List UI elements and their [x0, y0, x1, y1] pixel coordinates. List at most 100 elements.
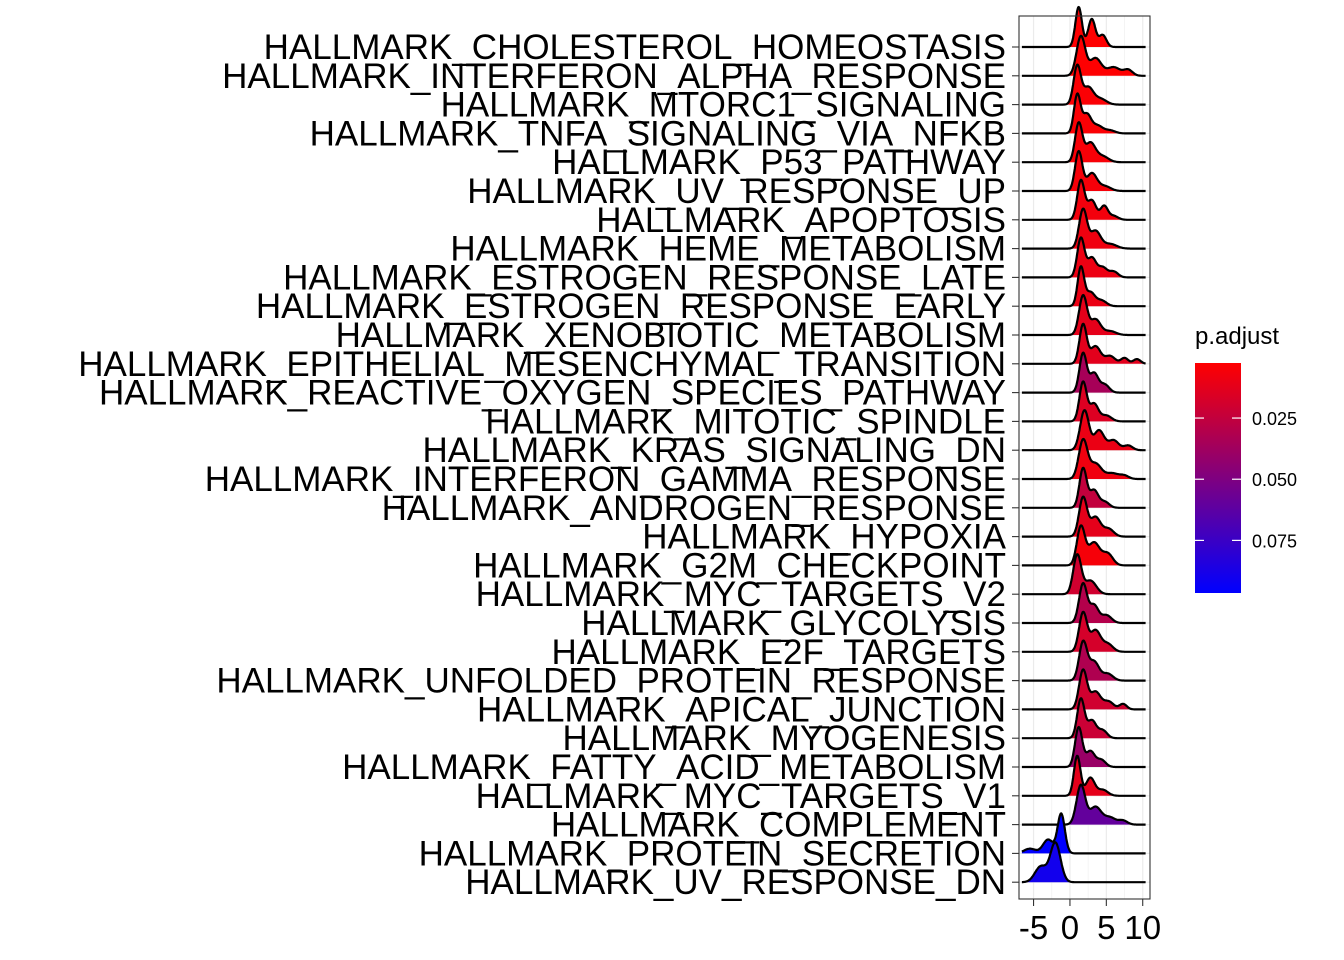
- y-tick-label: HALLMARK_APICAL_JUNCTION: [477, 690, 1006, 729]
- ridge-outline: [1021, 178, 1147, 221]
- ridge-fill: [1021, 381, 1146, 422]
- ridge-outline: [1021, 783, 1147, 826]
- y-tick-label: HALLMARK_INTERFERON_GAMMA_RESPONSE: [205, 460, 1006, 499]
- ridge-fill: [1021, 583, 1146, 623]
- ridge-fill: [1021, 295, 1146, 335]
- ridges: [1021, 5, 1147, 884]
- x-axis: -5 0 5 10: [1019, 899, 1161, 946]
- ridge-fill: [1021, 698, 1146, 739]
- ridge-outline: [1021, 322, 1147, 365]
- ridge-fill: [1021, 410, 1146, 451]
- y-tick-label: HALLMARK_MYC_TARGETS_V2: [476, 575, 1006, 614]
- ridge-hallmark-kras-signaling-dn: [1021, 409, 1147, 452]
- y-tick-label: HALLMARK_GLYCOLYSIS: [581, 604, 1006, 643]
- ridge-outline: [1021, 207, 1147, 250]
- y-tick-label: HALLMARK_ANDROGEN_RESPONSE: [382, 489, 1006, 528]
- ridge-outline: [1021, 34, 1147, 77]
- y-tick-label: HALLMARK_CHOLESTEROL_HOMEOSTASIS: [264, 28, 1006, 67]
- y-tick-label: HALLMARK_P53_PATHWAY: [552, 143, 1006, 182]
- y-tick-label: HALLMARK_E2F_TARGETS: [552, 633, 1007, 672]
- ridge-outline: [1021, 409, 1147, 452]
- y-tick-label: HALLMARK_REACTIVE_OXYGEN_SPECIES_PATHWAY: [99, 374, 1006, 413]
- y-tick-label: HALLMARK_MTORC1_SIGNALING: [441, 86, 1006, 125]
- ridge-outline: [1021, 812, 1147, 855]
- ridge-fill: [1021, 669, 1146, 710]
- y-tick-label: HALLMARK_ESTROGEN_RESPONSE_EARLY: [256, 287, 1006, 326]
- ridge-outline: [1021, 639, 1147, 682]
- y-tick-label: HALLMARK_KRAS_SIGNALING_DN: [422, 431, 1006, 470]
- ridge-fill: [1021, 64, 1146, 105]
- y-tick-label: HALLMARK_APOPTOSIS: [596, 201, 1006, 240]
- ridge-outline: [1021, 5, 1147, 49]
- ridge-hallmark-tnfa-signaling-via-nfkb: [1021, 92, 1147, 135]
- x-tick-label: 10: [1124, 909, 1161, 946]
- ridge-outline: [1021, 92, 1147, 135]
- ridge-fill: [1021, 467, 1146, 508]
- y-tick-label: HALLMARK_MYC_TARGETS_V1: [476, 777, 1006, 816]
- ridge-hallmark-interferon-alpha-response: [1021, 34, 1147, 77]
- x-tick-label: 0: [1061, 909, 1079, 946]
- ridge-hallmark-xenobiotic-metabolism: [1021, 293, 1147, 337]
- ridge-fill: [1021, 525, 1146, 566]
- panel-border: [1018, 15, 1151, 900]
- ridge-outline: [1021, 553, 1147, 596]
- y-tick-label: HALLMARK_UNFOLDED_PROTEIN_RESPONSE: [216, 662, 1006, 701]
- x-tick-label: 5: [1097, 909, 1115, 946]
- color-legend: p.adjust 0.025 0.050 0.075: [1195, 323, 1297, 593]
- ridge-fill: [1021, 179, 1146, 220]
- legend-color-bar: [1195, 363, 1241, 593]
- y-tick-label: HALLMARK_PROTEIN_SECRETION: [419, 834, 1006, 873]
- ridge-hallmark-interferon-gamma-response: [1021, 437, 1147, 481]
- ridge-fill: [1021, 323, 1146, 364]
- y-tick-label: HALLMARK_UV_RESPONSE_UP: [467, 172, 1006, 211]
- y-tick-label: HALLMARK_MYOGENESIS: [563, 719, 1006, 758]
- ridge-hallmark-heme-metabolism: [1021, 207, 1147, 250]
- ridge-hallmark-apoptosis: [1021, 178, 1147, 221]
- y-tick-label: HALLMARK_MITOTIC_SPINDLE: [485, 402, 1006, 441]
- ridge-hallmark-p53-pathway: [1021, 121, 1147, 164]
- ridge-hallmark-uv-response-up: [1021, 149, 1147, 193]
- ridge-fill: [1021, 237, 1146, 278]
- ridge-fill: [1021, 842, 1146, 883]
- ridge-outline: [1021, 581, 1147, 625]
- ridge-hallmark-uv-response-dn: [1021, 841, 1147, 884]
- ridge-outline: [1021, 841, 1147, 884]
- ridge-outline: [1021, 265, 1147, 308]
- ridge-fill: [1021, 611, 1146, 652]
- ridge-hallmark-e2f-targets: [1021, 610, 1147, 653]
- ridge-hallmark-estrogen-response-early: [1021, 265, 1147, 308]
- ridge-hallmark-reactive-oxygen-species-pathway: [1021, 351, 1147, 394]
- y-tick-label: HALLMARK_UV_RESPONSE_DN: [465, 863, 1006, 902]
- ridge-fill: [1021, 496, 1146, 537]
- ridge-outline: [1021, 754, 1147, 797]
- y-tick-label: HALLMARK_HEME_METABOLISM: [450, 230, 1006, 269]
- ridge-hallmark-estrogen-response-late: [1021, 236, 1147, 279]
- ridge-fill: [1021, 784, 1146, 825]
- ridge-fill: [1021, 266, 1146, 307]
- y-tick-label: HALLMARK_XENOBIOTIC_METABOLISM: [336, 316, 1006, 355]
- y-tick-label: HALLMARK_G2M_CHECKPOINT: [473, 546, 1006, 585]
- y-tick-label: HALLMARK_TNFA_SIGNALING_VIA_NFKB: [310, 114, 1006, 153]
- ridge-fill: [1021, 35, 1146, 76]
- ridge-fill: [1021, 208, 1146, 249]
- legend-tick-label: 0.025: [1252, 409, 1297, 429]
- y-tick-label: HALLMARK_INTERFERON_ALPHA_RESPONSE: [222, 57, 1006, 96]
- y-tick-label: HALLMARK_ESTROGEN_RESPONSE_LATE: [283, 258, 1006, 297]
- ridge-outline: [1021, 236, 1147, 279]
- y-tick-label: HALLMARK_HYPOXIA: [642, 518, 1006, 557]
- ridge-outline: [1021, 495, 1147, 538]
- y-tick-label: HALLMARK_FATTY_ACID_METABOLISM: [342, 748, 1006, 787]
- ridge-outline: [1021, 437, 1147, 481]
- ridge-outline: [1021, 668, 1147, 711]
- ridge-hallmark-unfolded-protein-response: [1021, 639, 1147, 682]
- ridge-hallmark-myogenesis: [1021, 697, 1147, 740]
- ridge-hallmark-androgen-response: [1021, 466, 1147, 509]
- ridge-hallmark-g2m-checkpoint: [1021, 524, 1147, 567]
- ridge-outline: [1021, 725, 1147, 769]
- ridge-outline: [1021, 380, 1147, 423]
- legend-title: p.adjust: [1195, 323, 1279, 350]
- ridge-outline: [1021, 293, 1147, 337]
- ridge-outline: [1021, 524, 1147, 567]
- ridge-outline: [1021, 63, 1147, 106]
